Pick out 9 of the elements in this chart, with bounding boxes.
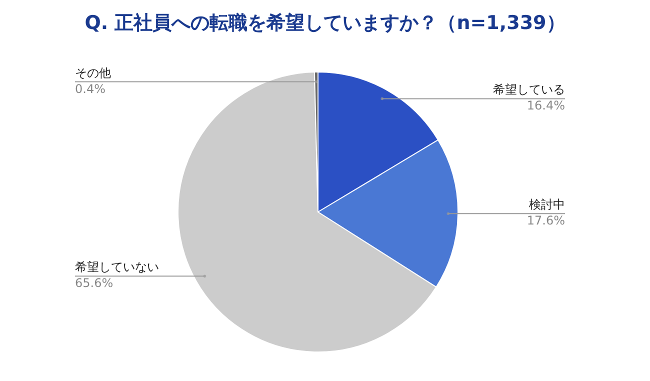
slice-label: 検討中 <box>529 198 565 212</box>
data-label: 65.6% <box>75 276 114 290</box>
data-label: 0.4% <box>75 82 106 96</box>
slice-label: その他 <box>75 66 111 80</box>
data-label: 16.4% <box>526 98 565 113</box>
chart-title: Q. 正社員への転職を希望していますか？（n=1,339） <box>84 12 566 34</box>
slice-label: 希望していない <box>75 260 159 274</box>
slice-label: 希望している <box>493 82 565 97</box>
data-label: 17.6% <box>526 214 565 228</box>
